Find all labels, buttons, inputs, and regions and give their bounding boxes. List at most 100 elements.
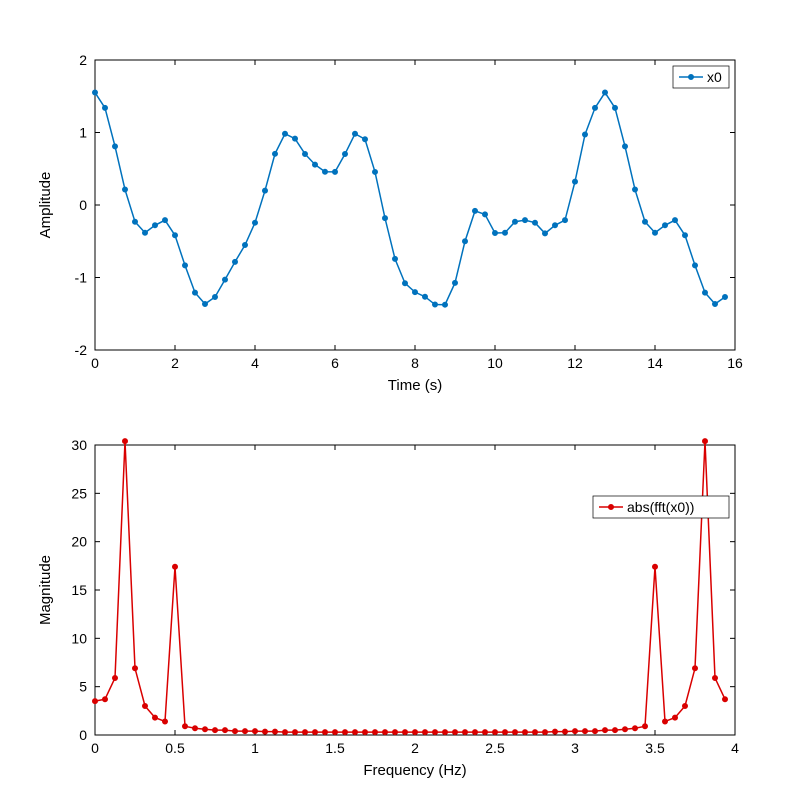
frequency-domain-chart-series-marker <box>443 730 448 735</box>
frequency-domain-chart-series-marker <box>163 719 168 724</box>
frequency-domain-chart-series-marker <box>233 729 238 734</box>
frequency-domain-chart-series-marker <box>383 730 388 735</box>
time-domain-chart-series-marker <box>163 218 168 223</box>
frequency-domain-chart-xtick-label: 1 <box>251 740 259 756</box>
time-domain-chart-series-marker <box>463 239 468 244</box>
time-domain-chart-series-marker <box>433 302 438 307</box>
frequency-domain-chart-series-marker <box>243 729 248 734</box>
time-domain-chart-series-marker <box>193 290 198 295</box>
time-domain-chart-ytick-label: 2 <box>79 52 87 68</box>
time-domain-chart-series-marker <box>153 223 158 228</box>
time-domain-chart-ylabel: Amplitude <box>37 172 54 239</box>
frequency-domain-chart-series-marker <box>533 730 538 735</box>
time-domain-chart-series-marker <box>413 290 418 295</box>
frequency-domain-chart-series-marker <box>133 666 138 671</box>
time-domain-chart-xtick-label: 4 <box>251 355 259 371</box>
frequency-domain-chart-series-marker <box>463 730 468 735</box>
time-domain-chart-ytick-label: -2 <box>75 342 88 358</box>
time-domain-chart-series-marker <box>473 208 478 213</box>
time-domain-chart-series-marker <box>303 151 308 156</box>
frequency-domain-chart-series-marker <box>663 719 668 724</box>
frequency-domain-chart-series-marker <box>113 675 118 680</box>
frequency-domain-chart-series-marker <box>373 730 378 735</box>
time-domain-chart-series-marker <box>713 301 718 306</box>
frequency-domain-chart-series-marker <box>523 730 528 735</box>
time-domain-chart: 0246810121416-2-1012Time (s)Amplitudex0 <box>37 52 743 394</box>
time-domain-chart-series-marker <box>663 223 668 228</box>
frequency-domain-chart-ytick-label: 25 <box>71 485 87 501</box>
figure-svg: 0246810121416-2-1012Time (s)Amplitudex00… <box>0 0 800 800</box>
frequency-domain-chart-series-marker <box>273 729 278 734</box>
time-domain-chart-series-marker <box>183 263 188 268</box>
time-domain-chart-series-marker <box>333 169 338 174</box>
frequency-domain-chart-series-marker <box>483 730 488 735</box>
time-domain-chart-series-marker <box>493 231 498 236</box>
frequency-domain-chart-xtick-label: 3 <box>571 740 579 756</box>
frequency-domain-chart-axes-box <box>95 445 735 735</box>
frequency-domain-chart-ytick-label: 20 <box>71 534 87 550</box>
frequency-domain-chart-series-marker <box>563 729 568 734</box>
frequency-domain-chart-series-marker <box>153 715 158 720</box>
time-domain-chart-series-marker <box>243 243 248 248</box>
time-domain-chart-series-marker <box>253 220 258 225</box>
time-domain-chart-xtick-label: 12 <box>567 355 583 371</box>
frequency-domain-chart-ytick-label: 10 <box>71 630 87 646</box>
time-domain-chart-series-marker <box>553 223 558 228</box>
frequency-domain-chart-series-marker <box>653 564 658 569</box>
frequency-domain-chart-series-marker <box>553 729 558 734</box>
time-domain-chart-ytick-label: 0 <box>79 197 87 213</box>
frequency-domain-chart-series-marker <box>173 564 178 569</box>
frequency-domain-chart-series-marker <box>333 730 338 735</box>
time-domain-chart-series-marker <box>453 280 458 285</box>
frequency-domain-chart-series-marker <box>723 697 728 702</box>
time-domain-chart-series-marker <box>403 281 408 286</box>
frequency-domain-chart-ylabel: Magnitude <box>37 555 54 625</box>
frequency-domain-chart-series-marker <box>213 728 218 733</box>
frequency-domain-chart-series-marker <box>713 675 718 680</box>
time-domain-chart-series-marker <box>693 263 698 268</box>
time-domain-chart-axes-box <box>95 60 735 350</box>
time-domain-chart-legend-label: x0 <box>707 69 722 85</box>
frequency-domain-chart-xtick-label: 2.5 <box>485 740 505 756</box>
frequency-domain-chart-series-marker <box>393 730 398 735</box>
frequency-domain-chart-series-marker <box>253 729 258 734</box>
time-domain-chart-series-marker <box>393 256 398 261</box>
frequency-domain-chart-xtick-label: 4 <box>731 740 739 756</box>
frequency-domain-chart-series-marker <box>323 730 328 735</box>
frequency-domain-chart-series-marker <box>613 728 618 733</box>
time-domain-chart-xlabel: Time (s) <box>388 377 442 394</box>
frequency-domain-chart-xtick-label: 0.5 <box>165 740 185 756</box>
frequency-domain-chart-ytick-label: 0 <box>79 727 87 743</box>
time-domain-chart-series-marker <box>123 187 128 192</box>
time-domain-chart-legend: x0 <box>673 66 729 88</box>
time-domain-chart-series-marker <box>323 169 328 174</box>
time-domain-chart-series-marker <box>103 105 108 110</box>
time-domain-chart-series-marker <box>673 218 678 223</box>
time-domain-chart-ytick-label: 1 <box>79 125 87 141</box>
frequency-domain-chart-xtick-label: 3.5 <box>645 740 665 756</box>
frequency-domain-chart-series-marker <box>643 724 648 729</box>
frequency-domain-chart-series-marker <box>603 728 608 733</box>
frequency-domain-chart-ytick-label: 30 <box>71 437 87 453</box>
frequency-domain-chart-series-marker <box>313 730 318 735</box>
time-domain-chart-series-marker <box>533 220 538 225</box>
frequency-domain-chart-xtick-label: 0 <box>91 740 99 756</box>
frequency-domain-chart-series-marker <box>503 730 508 735</box>
time-domain-chart-series-marker <box>373 169 378 174</box>
time-domain-chart-xtick-label: 16 <box>727 355 743 371</box>
frequency-domain-chart-series-marker <box>513 730 518 735</box>
time-domain-chart-series-marker <box>143 230 148 235</box>
frequency-domain-chart-series-marker <box>623 727 628 732</box>
frequency-domain-chart-xlabel: Frequency (Hz) <box>363 762 466 779</box>
time-domain-chart-series-marker <box>603 90 608 95</box>
frequency-domain-chart-xtick-label: 1.5 <box>325 740 345 756</box>
time-domain-chart-xtick-label: 0 <box>91 355 99 371</box>
time-domain-chart-series-marker <box>633 187 638 192</box>
frequency-domain-chart-series-marker <box>103 697 108 702</box>
frequency-domain-chart-series-marker <box>683 704 688 709</box>
time-domain-chart-series-marker <box>273 151 278 156</box>
frequency-domain-chart-series-marker <box>433 730 438 735</box>
time-domain-chart-series-marker <box>613 105 618 110</box>
time-domain-chart-series-marker <box>313 162 318 167</box>
frequency-domain-chart-xtick-label: 2 <box>411 740 419 756</box>
